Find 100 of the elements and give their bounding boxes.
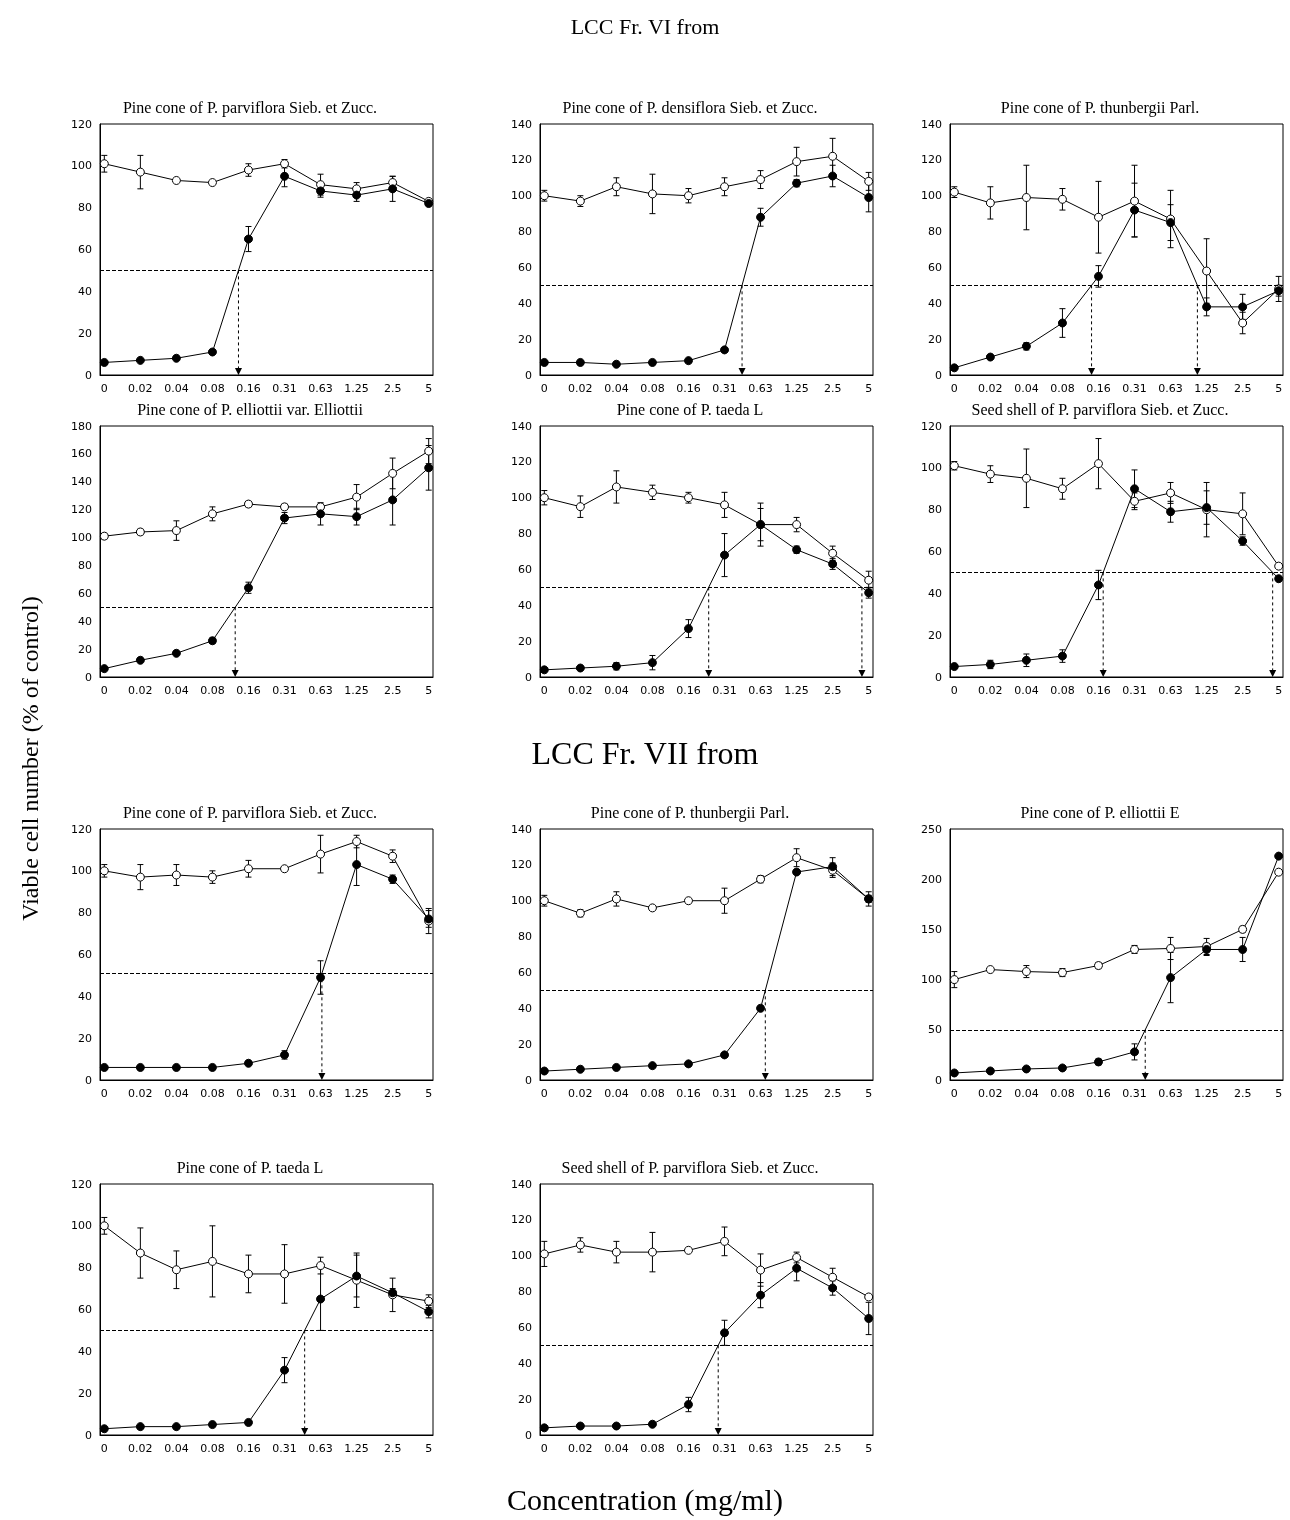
y-tick-label: 80: [78, 201, 92, 215]
y-tick-label: 0: [935, 368, 942, 382]
y-tick-label: 160: [71, 447, 92, 461]
x-tick-label: 0.02: [978, 1087, 1003, 1100]
x-tick-label: 0: [540, 1442, 548, 1455]
x-tick-label: 0: [540, 684, 548, 697]
x-tick-label: 0.16: [676, 684, 701, 697]
x-tick-label: 0.02: [568, 684, 593, 697]
x-tick-label: 0.08: [200, 1442, 225, 1455]
x-tick-label: 0.04: [164, 1442, 189, 1455]
x-tick-label: 0.02: [568, 1087, 593, 1100]
chart-title: Pine cone of P. densiflora Sieb. et Zucc.: [562, 98, 818, 116]
x-tick-label: 0.16: [676, 1442, 701, 1455]
x-tick-label: 0.63: [308, 684, 333, 697]
x-tick-label: 0.31: [712, 382, 737, 395]
y-tick-label: 0: [525, 1428, 532, 1442]
x-tick-label: 0: [950, 684, 958, 697]
y-tick-label: 140: [511, 1177, 532, 1191]
x-tick-label: 0: [950, 382, 958, 395]
x-tick-label: 0.31: [1122, 684, 1147, 697]
x-tick-label: 0.04: [164, 684, 189, 697]
y-tick-label: 60: [78, 586, 92, 600]
y-tick-label: 40: [518, 598, 532, 612]
x-tick-label: 0.04: [1014, 382, 1039, 395]
x-tick-label: 0.16: [1086, 382, 1111, 395]
y-tick-label: 20: [78, 1386, 92, 1400]
x-tick-label: 0.04: [164, 1087, 189, 1100]
x-tick-label: 0.63: [748, 684, 773, 697]
y-tick-label: 20: [78, 642, 92, 656]
x-tick-label: 0.08: [640, 684, 665, 697]
y-tick-label: 60: [928, 260, 942, 274]
y-tick-label: 0: [85, 1073, 92, 1087]
x-tick-label: 0.04: [604, 1442, 629, 1455]
x-tick-label: 2.5: [823, 684, 842, 697]
chart-title: Pine cone of P. elliottii var. Elliottii: [137, 400, 364, 418]
x-tick-label: 0.08: [640, 1442, 665, 1455]
text: Concentration (mg/ml): [506, 1483, 784, 1517]
x-tick-label: 2.5: [823, 1442, 842, 1455]
x-tick-label: 0.02: [128, 1442, 153, 1455]
y-tick-label: 120: [921, 153, 942, 167]
chart-title: Seed shell of P. parviflora Sieb. et Zucc.: [971, 400, 1229, 419]
y-tick-label: 120: [511, 153, 532, 167]
x-tick-label: 2.5: [823, 1087, 842, 1100]
y-tick-label: 100: [71, 531, 92, 545]
y-tick-label: 40: [78, 1344, 92, 1358]
y-tick-label: 0: [935, 1073, 942, 1087]
y-tick-label: 80: [518, 1285, 532, 1299]
x-tick-label: 0.16: [236, 684, 261, 697]
y-tick-label: 40: [78, 614, 92, 628]
y-tick-label: 200: [921, 872, 942, 886]
y-tick-label: 100: [511, 189, 532, 203]
y-tick-label: 60: [78, 948, 92, 961]
y-tick-label: 20: [518, 634, 532, 648]
x-tick-label: 1.25: [1194, 1087, 1219, 1100]
x-tick-label: 0.31: [712, 1087, 737, 1100]
x-tick-label: 0: [100, 382, 108, 395]
y-tick-label: 140: [511, 419, 532, 433]
y-tick-label: 60: [518, 562, 532, 576]
x-tick-label: 0.04: [604, 1087, 629, 1100]
x-tick-label: 1.25: [1194, 684, 1219, 697]
y-tick-label: 120: [71, 1177, 92, 1191]
x-tick-label: 1.25: [344, 1442, 369, 1455]
y-tick-label: 60: [78, 1303, 92, 1316]
x-tick-label: 0.63: [1158, 1087, 1183, 1100]
x-tick-label: 0.63: [1158, 382, 1183, 395]
y-tick-label: 100: [921, 973, 942, 987]
x-tick-label: 2.5: [1233, 684, 1252, 697]
x-tick-label: 0.02: [978, 382, 1003, 395]
x-tick-label: 1.25: [1194, 382, 1219, 395]
y-tick-label: 140: [511, 822, 532, 836]
y-tick-label: 60: [518, 1320, 532, 1334]
x-tick-label: 0: [100, 684, 108, 697]
x-tick-label: 5: [865, 684, 873, 697]
x-tick-label: 2.5: [823, 382, 842, 395]
x-tick-label: 5: [865, 1087, 873, 1100]
x-tick-label: 2.5: [383, 684, 402, 697]
x-tick-label: 1.25: [344, 684, 369, 697]
x-tick-label: 1.25: [784, 684, 809, 697]
y-tick-label: 80: [928, 503, 942, 517]
y-tick-label: 0: [85, 368, 92, 382]
x-tick-label: 0.04: [1014, 684, 1039, 697]
y-tick-label: 40: [518, 1001, 532, 1015]
x-tick-label: 0.63: [748, 1442, 773, 1455]
y-tick-label: 100: [511, 491, 532, 505]
y-tick-label: 80: [928, 225, 942, 239]
y-tick-label: 120: [921, 419, 942, 433]
y-tick-label: 80: [518, 225, 532, 239]
x-tick-label: 1.25: [784, 1442, 809, 1455]
x-tick-label: 0.02: [128, 1087, 153, 1100]
y-tick-label: 40: [518, 1356, 532, 1370]
chart-title: Pine cone of P. taeda L: [616, 400, 764, 418]
y-tick-label: 140: [921, 117, 942, 131]
x-tick-label: 0.08: [640, 1087, 665, 1100]
x-tick-label: 0: [540, 382, 548, 395]
x-tick-label: 5: [425, 382, 433, 395]
x-tick-label: 0.04: [604, 382, 629, 395]
x-tick-label: 0.08: [200, 1087, 225, 1100]
x-tick-label: 1.25: [784, 382, 809, 395]
x-tick-label: 2.5: [383, 1087, 402, 1100]
chart-title: Seed shell of P. parviflora Sieb. et Zucc.: [561, 1158, 819, 1177]
